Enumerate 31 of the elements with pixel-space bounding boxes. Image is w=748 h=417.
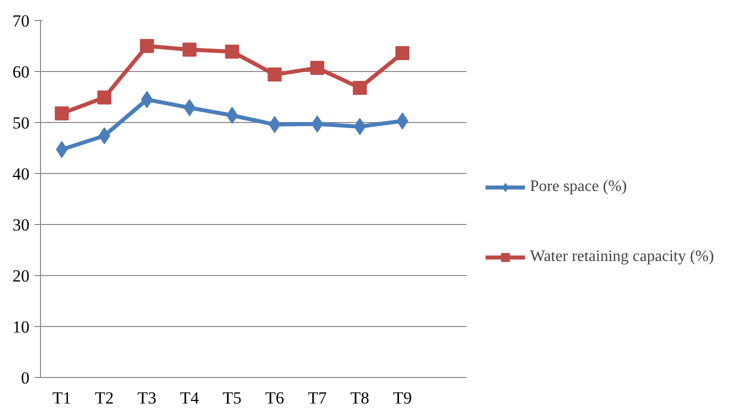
y-tick-label: 70 [12,12,30,30]
point [268,116,281,134]
point [395,46,410,60]
x-tick-label: T9 [392,388,412,408]
point [97,90,112,105]
y-tick-label: 60 [12,62,30,82]
point [182,42,197,57]
point [56,141,68,158]
x-tick-label: T2 [94,388,114,408]
y-tick-label: 0 [21,368,30,388]
y-tick-label: 40 [12,164,30,184]
y-tick-label: 50 [12,114,30,132]
legend-label: Water retaining capacity (%) [530,248,714,266]
y-tick-label: 20 [12,266,30,286]
x-tick-label: T5 [222,388,242,408]
x-tick-label: T3 [138,388,156,408]
x-tick-label: T4 [180,388,200,408]
x-tick-label: T1 [52,388,72,408]
x-tick-label: T8 [350,388,370,408]
point [268,68,282,82]
y-tick-label: 10 [12,318,30,336]
y-tick-label: 30 [12,216,30,234]
legend-label: Pore space (%) [530,178,627,196]
point [311,116,324,133]
point [140,39,154,53]
point [310,60,324,75]
x-tick-label: T7 [308,388,328,408]
point [54,106,69,120]
x-tick-label: T6 [265,388,284,408]
point [225,44,240,59]
point [352,80,367,95]
